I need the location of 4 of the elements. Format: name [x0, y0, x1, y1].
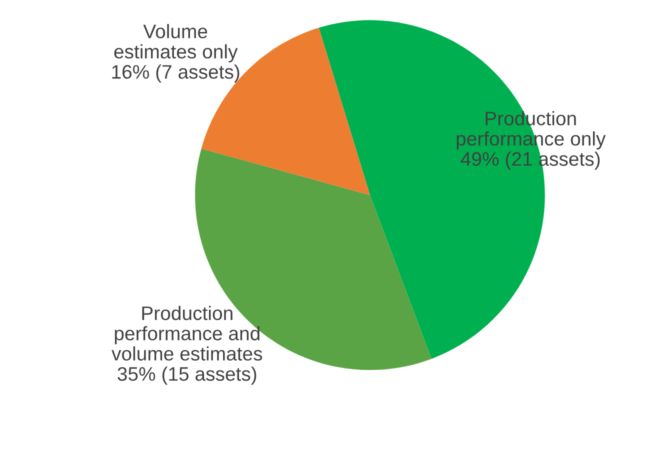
- slice-label: Volume estimates only: [114, 24, 238, 62]
- slice-label: Production performance and volume estimates: [112, 306, 262, 361]
- data-label: 16% (7 assets): [112, 64, 240, 83]
- data-label: 35% (15 assets): [118, 366, 256, 385]
